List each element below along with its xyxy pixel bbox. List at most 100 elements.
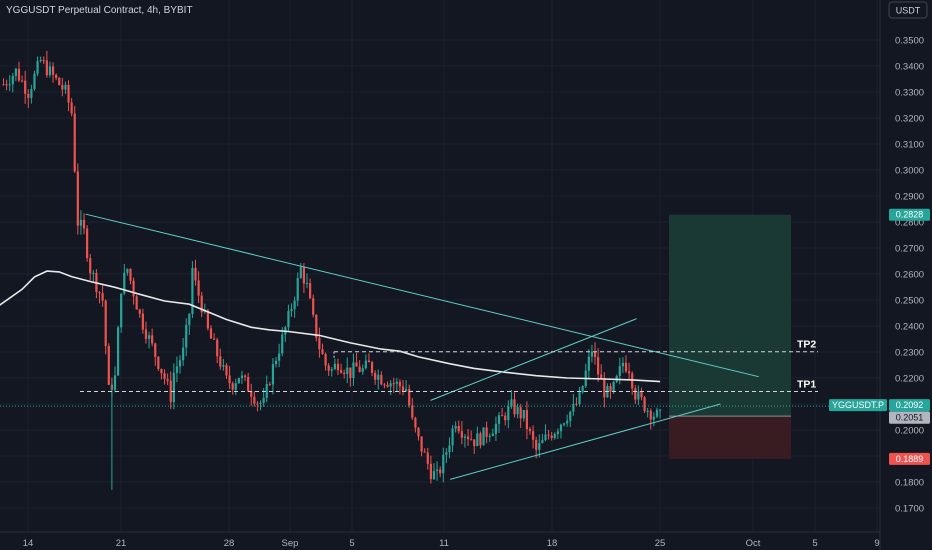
candle-body xyxy=(603,378,606,398)
time-tick-label: 5 xyxy=(812,538,817,549)
candle-body xyxy=(2,84,5,86)
candle-body xyxy=(256,403,259,405)
candle-body xyxy=(126,268,129,273)
price-tick-label: 0.2900 xyxy=(895,192,924,203)
candle-body xyxy=(612,381,615,392)
prev-price-tag: 0.2051 xyxy=(896,413,924,423)
candle-body xyxy=(151,335,154,344)
price-tick-label: 0.2300 xyxy=(895,348,924,359)
candle-body xyxy=(216,339,219,357)
candle-body xyxy=(120,293,123,328)
price-tick-label: 0.1800 xyxy=(895,478,924,489)
time-tick-label: 21 xyxy=(116,538,127,549)
candle-body xyxy=(488,435,491,437)
price-tick-label: 0.2800 xyxy=(895,218,924,229)
candle-body xyxy=(470,439,473,441)
candle-body xyxy=(182,347,185,361)
candle-body xyxy=(234,383,237,390)
candle-body xyxy=(327,365,330,371)
candle-body xyxy=(637,391,640,400)
candle-body xyxy=(600,374,603,379)
candle-body xyxy=(556,431,559,435)
candle-body xyxy=(265,384,268,398)
candle-body xyxy=(315,314,318,338)
candle-body xyxy=(346,367,349,375)
candle-body xyxy=(439,469,442,474)
candle-body xyxy=(550,435,553,439)
candle-body xyxy=(27,93,30,98)
time-tick-label: 14 xyxy=(23,538,34,549)
candle-body xyxy=(17,68,21,81)
last-price-tag: 0.2092 xyxy=(896,400,924,410)
price-tick-label: 0.2200 xyxy=(895,374,924,385)
candle-body xyxy=(64,84,67,90)
candle-body xyxy=(58,77,61,85)
candle-body xyxy=(116,327,120,376)
trendline[interactable] xyxy=(450,403,721,480)
candle-body xyxy=(646,410,649,412)
symbol-price-tag-bg xyxy=(829,399,887,412)
currency-button-frame[interactable] xyxy=(888,1,928,19)
candle-body xyxy=(463,436,467,438)
candle-body xyxy=(302,267,306,284)
candle-body xyxy=(590,351,594,357)
price-tick-label: 0.3500 xyxy=(895,36,924,47)
target-price-tag: 0.2828 xyxy=(896,210,924,220)
stop-zone xyxy=(669,416,791,459)
time-tick-label: 25 xyxy=(655,538,666,549)
candle-body xyxy=(643,397,646,412)
candle-body xyxy=(380,374,383,385)
candle-body xyxy=(392,383,395,385)
candle-body xyxy=(411,405,414,418)
candle-body xyxy=(383,384,386,386)
price-tick-label: 0.2500 xyxy=(895,296,924,307)
candle-body xyxy=(5,84,8,86)
stop-price-tag: 0.1889 xyxy=(896,454,924,464)
candle-body xyxy=(166,378,169,381)
candle-body xyxy=(640,391,643,398)
candle-body xyxy=(349,367,352,378)
candle-body xyxy=(429,463,432,480)
candle-body xyxy=(113,375,117,390)
candle-body xyxy=(361,368,364,372)
price-axis[interactable]: 0.3500 0.3400 0.3300 0.3200 0.3100 0.3000 0.29… xyxy=(879,0,924,550)
candle-body xyxy=(169,380,172,403)
candle-body xyxy=(624,362,628,372)
candle-body xyxy=(172,372,175,403)
candle-body xyxy=(631,373,634,389)
candle-body xyxy=(504,415,507,421)
candle-body xyxy=(51,66,55,75)
candle-body xyxy=(538,442,541,450)
candle-body xyxy=(627,371,631,374)
candle-body xyxy=(39,60,42,62)
currency-button-label[interactable]: USDT xyxy=(896,6,921,16)
price-tick-label: 0.3100 xyxy=(895,140,924,151)
price-tick-label: 0.1700 xyxy=(895,504,924,515)
candle-body xyxy=(609,386,612,392)
trendline[interactable] xyxy=(430,318,637,401)
trendline[interactable] xyxy=(85,213,759,378)
candle-body xyxy=(312,298,315,315)
candle-body xyxy=(597,357,600,375)
candle-body xyxy=(73,113,76,172)
candle-body xyxy=(435,469,439,472)
candle-body xyxy=(454,425,457,429)
candle-body xyxy=(535,439,538,450)
level-label-tp1: TP1 xyxy=(797,379,816,391)
candle-body xyxy=(507,406,510,421)
candle-body xyxy=(405,389,408,391)
candle-body xyxy=(324,354,327,366)
candle-body xyxy=(528,428,532,432)
currency-button[interactable]: USDT xyxy=(888,1,928,19)
candle-body xyxy=(485,427,488,437)
candle-body xyxy=(107,345,110,385)
time-tick-label: 18 xyxy=(547,538,558,549)
candle-body xyxy=(36,61,39,74)
candle-body xyxy=(144,329,148,339)
candle-body xyxy=(253,396,256,404)
candle-body xyxy=(408,389,411,406)
candle-body xyxy=(191,267,194,314)
time-axis[interactable]: 14 21 28 Sep 5 11 18 25 Oct 5 9 xyxy=(0,531,880,549)
candle-body xyxy=(339,370,343,373)
